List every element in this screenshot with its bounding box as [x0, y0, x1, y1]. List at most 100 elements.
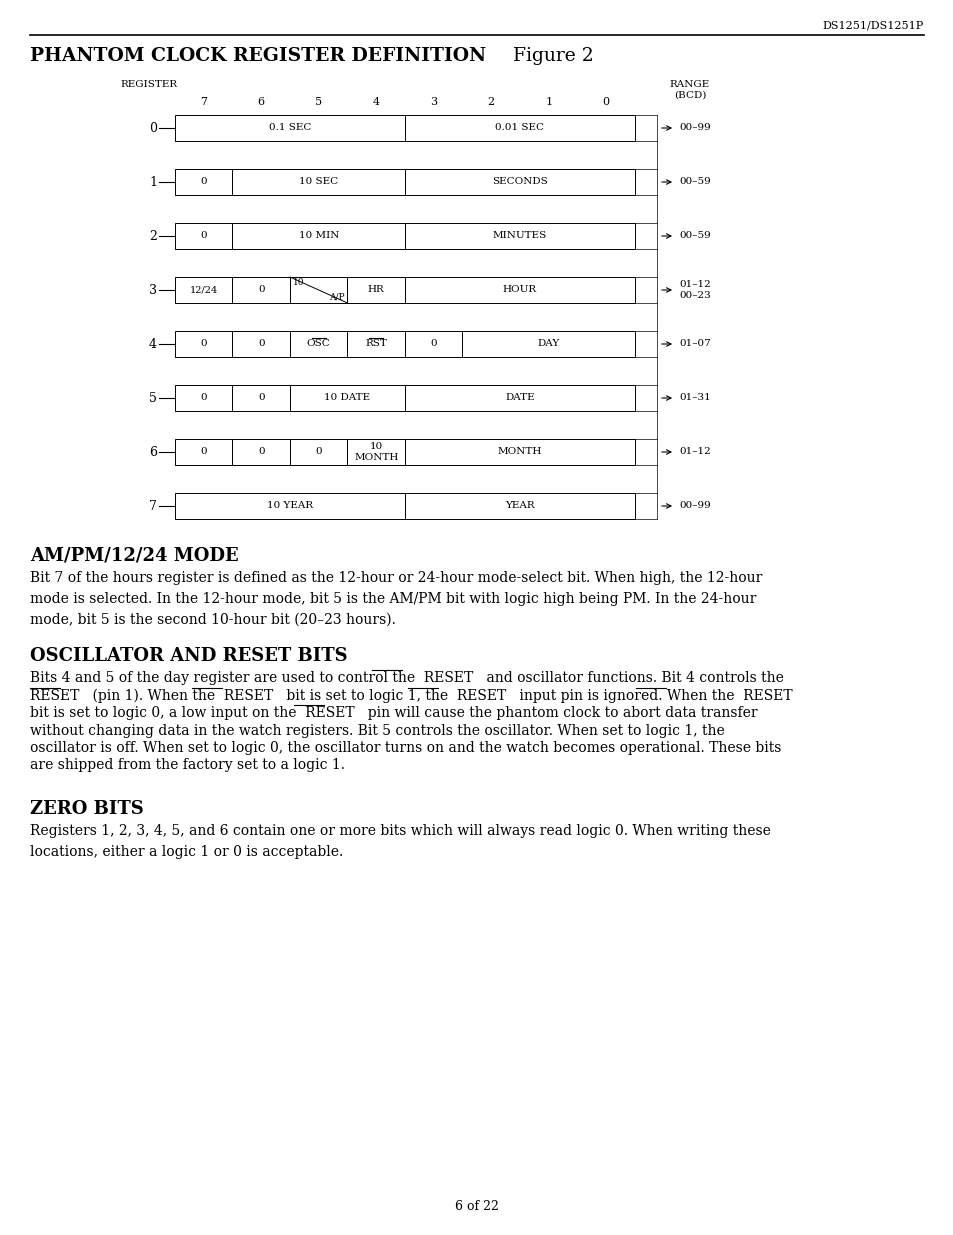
Text: Bit 7 of the hours register is defined as the 12-hour or 24-hour mode-select bit: Bit 7 of the hours register is defined a…	[30, 571, 761, 626]
Text: RST: RST	[365, 340, 387, 348]
Text: 10 MIN: 10 MIN	[298, 231, 338, 241]
Text: 10 YEAR: 10 YEAR	[267, 501, 313, 510]
Bar	[405, 169, 635, 195]
Text: SECONDS: SECONDS	[492, 178, 547, 186]
Text: 0: 0	[257, 285, 264, 294]
Bar	[405, 115, 635, 141]
Text: 7: 7	[200, 98, 207, 107]
Text: 5: 5	[314, 98, 322, 107]
Text: 01–07: 01–07	[679, 340, 710, 348]
Bar	[174, 438, 233, 466]
Text: HR: HR	[368, 285, 384, 294]
Bar	[233, 277, 290, 303]
Text: 12/24: 12/24	[190, 285, 217, 294]
Text: MONTH: MONTH	[497, 447, 541, 457]
Text: 01–12
00–23: 01–12 00–23	[679, 280, 710, 300]
Text: 2: 2	[487, 98, 495, 107]
Text: REGISTER: REGISTER	[120, 80, 177, 89]
Bar	[174, 493, 405, 519]
Text: 0: 0	[200, 231, 207, 241]
Text: 0: 0	[430, 340, 436, 348]
Text: 0: 0	[200, 447, 207, 457]
Text: 0.1 SEC: 0.1 SEC	[269, 124, 311, 132]
Text: 10 SEC: 10 SEC	[299, 178, 338, 186]
Text: 0.01 SEC: 0.01 SEC	[495, 124, 544, 132]
Text: YEAR: YEAR	[505, 501, 535, 510]
Bar	[233, 224, 405, 249]
Text: ZERO BITS: ZERO BITS	[30, 800, 144, 818]
Bar	[174, 224, 233, 249]
Text: 1: 1	[544, 98, 552, 107]
Text: 0: 0	[315, 447, 322, 457]
Text: 6: 6	[257, 98, 265, 107]
Text: 2: 2	[149, 230, 157, 242]
Text: DATE: DATE	[505, 394, 535, 403]
Text: 00–99: 00–99	[679, 501, 710, 510]
Text: MINUTES: MINUTES	[493, 231, 547, 241]
Text: 5: 5	[149, 391, 157, 405]
Text: DAY: DAY	[537, 340, 559, 348]
Bar	[174, 331, 233, 357]
Text: 0: 0	[257, 340, 264, 348]
Text: 01–12: 01–12	[679, 447, 710, 457]
Text: 3: 3	[430, 98, 436, 107]
Text: AM/PM/12/24 MODE: AM/PM/12/24 MODE	[30, 547, 238, 564]
Text: 0: 0	[200, 340, 207, 348]
Bar	[462, 331, 635, 357]
Bar	[405, 493, 635, 519]
Text: A/P: A/P	[329, 291, 344, 301]
Text: 0: 0	[257, 394, 264, 403]
Text: 0: 0	[200, 394, 207, 403]
Bar	[233, 169, 405, 195]
Text: 01–31: 01–31	[679, 394, 710, 403]
Bar	[405, 331, 462, 357]
Text: 00–99: 00–99	[679, 124, 710, 132]
Bar	[347, 277, 405, 303]
Bar	[290, 277, 347, 303]
Text: 0: 0	[149, 121, 157, 135]
Text: HOUR: HOUR	[502, 285, 537, 294]
Text: oscillator is off. When set to logic 0, the oscillator turns on and the watch be: oscillator is off. When set to logic 0, …	[30, 741, 781, 755]
Text: are shipped from the factory set to a logic 1.: are shipped from the factory set to a lo…	[30, 758, 345, 773]
Text: 7: 7	[149, 499, 157, 513]
Bar	[233, 331, 290, 357]
Bar	[290, 385, 405, 411]
Text: 10: 10	[293, 278, 304, 287]
Text: 4: 4	[373, 98, 379, 107]
Bar	[174, 115, 405, 141]
Bar	[405, 277, 635, 303]
Text: OSCILLATOR AND RESET BITS: OSCILLATOR AND RESET BITS	[30, 647, 347, 664]
Text: DS1251/DS1251P: DS1251/DS1251P	[821, 20, 923, 30]
Bar	[174, 385, 233, 411]
Text: Bits 4 and 5 of the day register are used to control the  RESET   and oscillator: Bits 4 and 5 of the day register are use…	[30, 671, 783, 685]
Text: 10 DATE: 10 DATE	[324, 394, 370, 403]
Text: 6 of 22: 6 of 22	[455, 1200, 498, 1213]
Text: 0: 0	[200, 178, 207, 186]
Text: 10
MONTH: 10 MONTH	[354, 442, 398, 462]
Text: 6: 6	[149, 446, 157, 458]
Bar	[290, 438, 347, 466]
Bar	[405, 224, 635, 249]
Text: OSC: OSC	[307, 340, 331, 348]
Text: Registers 1, 2, 3, 4, 5, and 6 contain one or more bits which will always read l: Registers 1, 2, 3, 4, 5, and 6 contain o…	[30, 824, 770, 858]
Text: 00–59: 00–59	[679, 178, 710, 186]
Bar	[174, 277, 233, 303]
Text: RANGE
(BCD): RANGE (BCD)	[669, 80, 709, 99]
Bar	[405, 385, 635, 411]
Text: 0: 0	[602, 98, 609, 107]
Bar	[233, 385, 290, 411]
Bar	[347, 331, 405, 357]
Text: bit is set to logic 0, a low input on the  RESET   pin will cause the phantom cl: bit is set to logic 0, a low input on th…	[30, 706, 757, 720]
Text: PHANTOM CLOCK REGISTER DEFINITION: PHANTOM CLOCK REGISTER DEFINITION	[30, 47, 486, 65]
Text: 00–59: 00–59	[679, 231, 710, 241]
Text: 3: 3	[149, 284, 157, 296]
Text: 1: 1	[149, 175, 157, 189]
Bar	[174, 169, 233, 195]
Text: 4: 4	[149, 337, 157, 351]
Text: without changing data in the watch registers. Bit 5 controls the oscillator. Whe: without changing data in the watch regis…	[30, 724, 724, 737]
Bar	[233, 438, 290, 466]
Text: Figure 2: Figure 2	[513, 47, 593, 65]
Text: RESET   (pin 1). When the  RESET   bit is set to logic 1, the  RESET   input pin: RESET (pin 1). When the RESET bit is set…	[30, 688, 792, 703]
Bar	[290, 331, 347, 357]
Text: 0: 0	[257, 447, 264, 457]
